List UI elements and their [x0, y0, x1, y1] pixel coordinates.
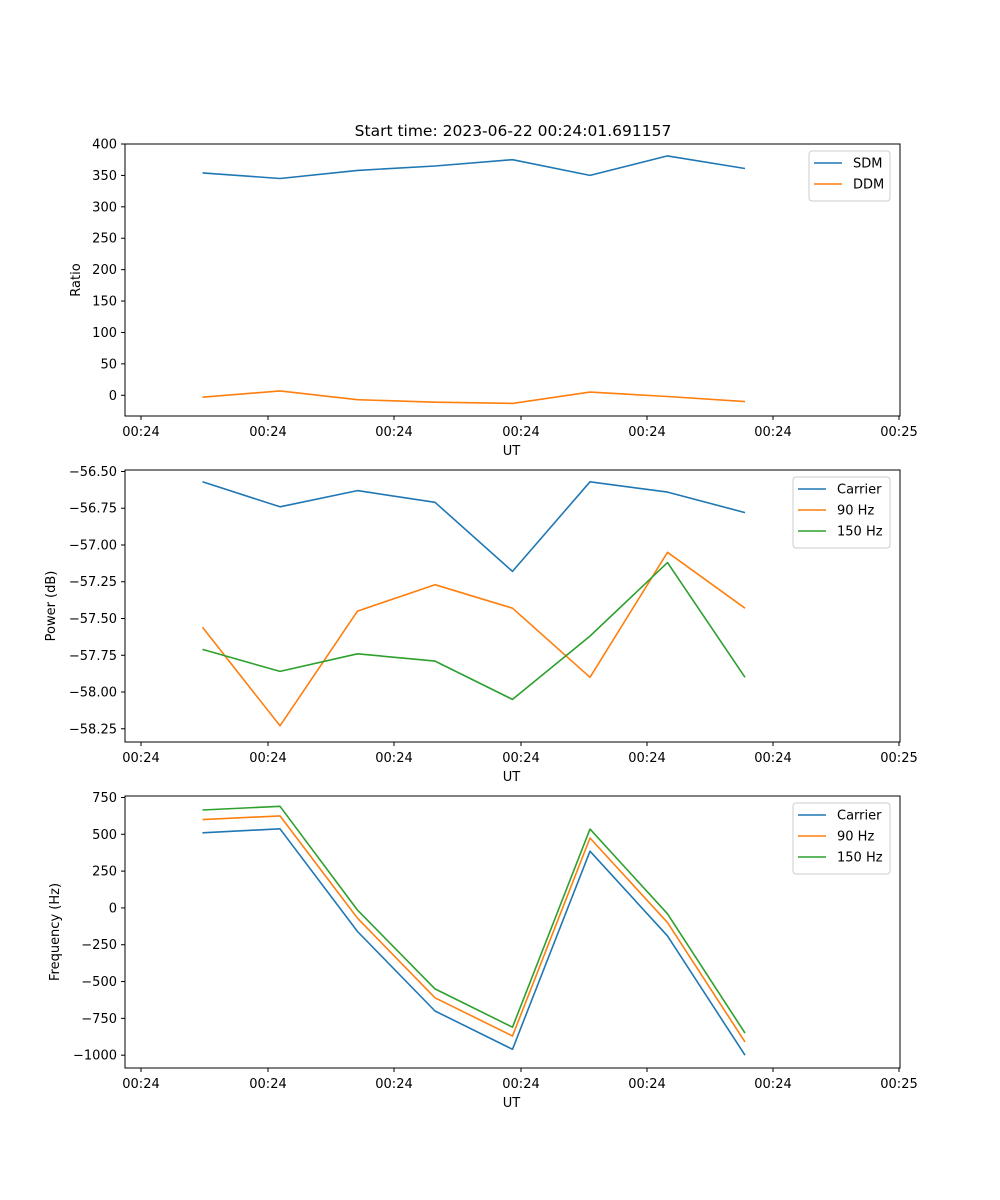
y-tick-label: 750	[92, 791, 117, 806]
y-tick-label: 150	[92, 295, 117, 310]
axes-frame	[124, 795, 901, 1069]
y-tick-label: 400	[92, 138, 117, 153]
x-tick-label: 00:24	[122, 751, 159, 766]
x-axis-label: UT	[503, 1096, 521, 1111]
legend: Carrier 90 Hz 150 Hz	[792, 476, 891, 549]
y-tick-label: −750	[81, 1012, 117, 1027]
series-line-150-hz	[202, 805, 746, 1034]
y-tick-label: −58.00	[69, 686, 117, 701]
y-tick-label: 300	[92, 200, 117, 215]
legend: Carrier 90 Hz 150 Hz	[792, 802, 891, 875]
x-axis-label: UT	[503, 770, 521, 785]
x-tick-label: 00:24	[122, 425, 159, 440]
x-tick-label: 00:24	[122, 1077, 159, 1092]
x-tick-label: 00:24	[249, 1077, 286, 1092]
y-tick-label: 350	[92, 169, 117, 184]
y-tick-label: −1000	[73, 1049, 117, 1064]
series-line-carrier	[202, 827, 746, 1056]
series-line-90-hz	[202, 815, 746, 1043]
y-tick-label: −57.25	[69, 575, 117, 590]
chart-panel-1: 0 50 100 150 200 250 300 350 400 00:24 00:24 00:24 0…	[69, 138, 918, 460]
legend-label: Carrier	[837, 483, 882, 498]
y-tick-label: 250	[92, 865, 117, 880]
y-tick-label: −57.00	[69, 538, 117, 553]
y-tick-label: 200	[92, 263, 117, 278]
x-tick-label: 00:24	[754, 425, 791, 440]
series-line-sdm	[202, 155, 746, 180]
y-tick-label: 250	[92, 232, 117, 247]
y-tick-label: 0	[109, 901, 117, 916]
legend-label: 90 Hz	[837, 830, 874, 845]
x-tick-label: 00:24	[249, 425, 286, 440]
x-tick-label: 00:24	[502, 751, 539, 766]
axes-frame	[124, 143, 901, 417]
x-tick-label: 00:24	[754, 751, 791, 766]
y-tick-label: −58.25	[69, 722, 117, 737]
x-tick-label: 00:24	[502, 1077, 539, 1092]
x-tick-label: 00:25	[880, 1077, 917, 1092]
x-tick-label: 00:24	[375, 751, 412, 766]
y-tick-label: 100	[92, 326, 117, 341]
legend-label: Carrier	[837, 809, 882, 824]
x-tick-label: 00:25	[880, 751, 917, 766]
legend-label: 90 Hz	[837, 504, 874, 519]
x-tick-label: 00:24	[628, 1077, 665, 1092]
x-tick-label: 00:24	[754, 1077, 791, 1092]
y-tick-label: −250	[81, 938, 117, 953]
legend-label: 150 Hz	[837, 525, 883, 540]
y-tick-label: 50	[100, 357, 117, 372]
series-line-carrier	[202, 480, 746, 573]
y-tick-label: −500	[81, 975, 117, 990]
y-tick-label: −57.75	[69, 649, 117, 664]
x-tick-label: 00:24	[628, 751, 665, 766]
chart-panel-2: −58.25 −58.00 −57.75 −57.50 −57.25 −57.00 −56.…	[44, 465, 918, 785]
y-axis-label: Power (dB)	[44, 571, 59, 642]
series-line-150-hz	[202, 561, 746, 701]
figure-title: Start time: 2023-06-22 00:24:01.691157	[355, 122, 672, 140]
legend-label: SDM	[853, 157, 882, 172]
y-tick-label: −56.50	[69, 465, 117, 480]
legend: SDM DDM	[808, 150, 891, 202]
x-tick-label: 00:24	[375, 1077, 412, 1092]
y-tick-label: −56.75	[69, 502, 117, 517]
panels: 0 50 100 150 200 250 300 350 400 00:24 00:24 00:24 0…	[44, 138, 918, 1112]
x-tick-label: 00:25	[880, 425, 917, 440]
y-axis-label: Ratio	[69, 263, 84, 296]
x-tick-label: 00:24	[502, 425, 539, 440]
y-tick-label: 0	[109, 389, 117, 404]
series-line-ddm	[202, 390, 746, 405]
y-tick-label: 500	[92, 828, 117, 843]
legend-label: 150 Hz	[837, 851, 883, 866]
x-tick-label: 00:24	[628, 425, 665, 440]
x-tick-label: 00:24	[249, 751, 286, 766]
y-tick-label: −57.50	[69, 612, 117, 627]
chart-panel-3: −1000 −750 −500 −250 0 250 500 750 00:24 00:24 00:…	[48, 791, 918, 1111]
series-line-90-hz	[201, 551, 746, 727]
legend-label: DDM	[853, 178, 884, 193]
x-tick-label: 00:24	[375, 425, 412, 440]
x-axis-label: UT	[503, 444, 521, 459]
y-axis-label: Frequency (Hz)	[48, 883, 63, 981]
axes-frame	[124, 469, 901, 743]
